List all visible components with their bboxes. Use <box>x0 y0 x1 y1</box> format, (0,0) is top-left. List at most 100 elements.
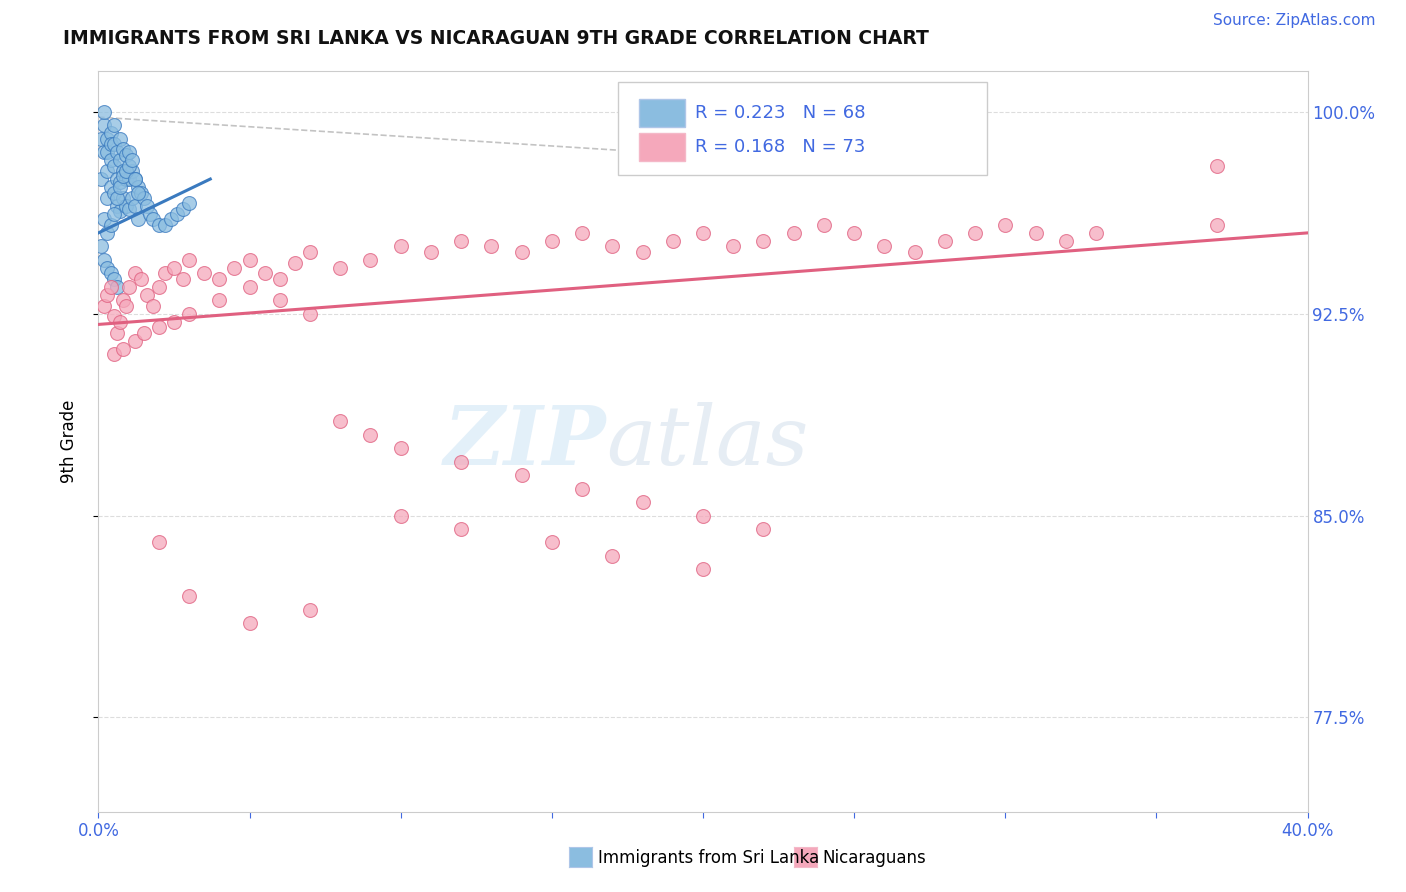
Point <box>108 204 131 219</box>
Point <box>105 172 128 186</box>
Text: IMMIGRANTS FROM SRI LANKA VS NICARAGUAN 9TH GRADE CORRELATION CHART: IMMIGRANTS FROM SRI LANKA VS NICARAGUAN … <box>63 29 929 47</box>
Point <box>118 145 141 160</box>
Point <box>510 468 533 483</box>
Point <box>163 260 186 275</box>
Point <box>124 266 146 280</box>
Point <box>179 307 201 321</box>
Point <box>132 191 155 205</box>
Point <box>208 271 231 285</box>
Point <box>224 260 246 275</box>
Text: ZIP: ZIP <box>444 401 606 482</box>
Point <box>96 164 118 178</box>
Point <box>103 136 125 151</box>
Point <box>111 164 134 178</box>
Point <box>114 299 136 313</box>
Point <box>103 118 125 132</box>
Point <box>118 202 141 216</box>
Point <box>153 266 176 280</box>
Point <box>124 172 146 186</box>
Point <box>103 186 125 200</box>
Point <box>111 342 134 356</box>
Text: R = 0.223   N = 68: R = 0.223 N = 68 <box>695 103 865 122</box>
Point <box>602 549 624 563</box>
Point <box>103 207 125 221</box>
Point <box>1054 234 1077 248</box>
Point <box>692 562 714 576</box>
Point <box>329 260 352 275</box>
Point <box>124 199 146 213</box>
Point <box>93 252 115 267</box>
Point <box>450 522 472 536</box>
Point <box>90 131 112 145</box>
Point <box>114 172 136 186</box>
Point <box>100 153 122 168</box>
Point <box>540 234 562 248</box>
Point <box>93 212 115 227</box>
Point <box>121 153 143 168</box>
Point <box>111 293 134 308</box>
Point <box>148 218 170 232</box>
Point <box>148 279 170 293</box>
Point <box>148 320 170 334</box>
Point <box>103 347 125 361</box>
Point <box>96 131 118 145</box>
Point <box>360 252 382 267</box>
Point <box>661 234 683 248</box>
Point <box>105 279 128 293</box>
Point <box>105 199 128 213</box>
Point <box>96 288 118 302</box>
Point <box>139 207 162 221</box>
Point <box>571 226 593 240</box>
Point <box>114 199 136 213</box>
Point <box>121 191 143 205</box>
Point <box>269 271 291 285</box>
Point <box>129 186 152 200</box>
Point <box>172 271 194 285</box>
Point <box>602 239 624 253</box>
Y-axis label: 9th Grade: 9th Grade <box>59 400 77 483</box>
Point <box>510 244 533 259</box>
Point <box>103 159 125 173</box>
Point <box>813 218 835 232</box>
Point <box>93 145 115 160</box>
Point <box>179 252 201 267</box>
Point <box>193 266 215 280</box>
Point <box>692 508 714 523</box>
Text: Immigrants from Sri Lanka: Immigrants from Sri Lanka <box>598 849 818 867</box>
Text: Nicaraguans: Nicaraguans <box>823 849 927 867</box>
Point <box>100 218 122 232</box>
Point <box>142 212 165 227</box>
Point <box>153 218 176 232</box>
Point <box>844 226 866 240</box>
Point <box>114 148 136 162</box>
Point <box>752 522 775 536</box>
Point <box>752 234 775 248</box>
Point <box>481 239 503 253</box>
Point <box>360 427 382 442</box>
Point <box>571 482 593 496</box>
Point <box>100 180 122 194</box>
Point <box>783 226 806 240</box>
Point <box>965 226 987 240</box>
Point <box>179 196 201 211</box>
Point <box>127 186 149 200</box>
Point <box>420 244 443 259</box>
Point <box>111 191 134 205</box>
Point <box>105 191 128 205</box>
Point <box>96 191 118 205</box>
Point <box>450 234 472 248</box>
Point <box>1024 226 1046 240</box>
Point <box>121 164 143 178</box>
Point <box>108 175 131 189</box>
Point <box>160 212 183 227</box>
Point <box>723 239 745 253</box>
Point <box>135 199 157 213</box>
FancyBboxPatch shape <box>638 133 685 161</box>
Point <box>114 164 136 178</box>
Point <box>299 244 322 259</box>
Point <box>163 315 186 329</box>
Point <box>135 288 157 302</box>
Point <box>208 293 231 308</box>
Point <box>389 442 412 456</box>
Point <box>108 315 131 329</box>
